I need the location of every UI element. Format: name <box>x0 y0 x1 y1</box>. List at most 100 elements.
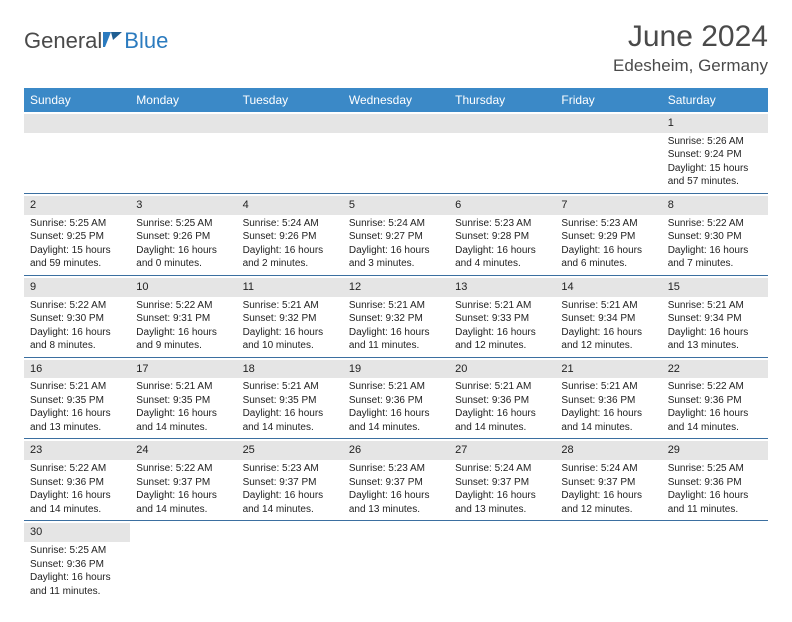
daylight-text: Daylight: 16 hours and 12 minutes. <box>561 489 655 516</box>
day-number: 11 <box>237 278 343 297</box>
month-title: June 2024 <box>613 20 768 54</box>
sunset-text: Sunset: 9:37 PM <box>136 476 230 490</box>
sunrise-text: Sunrise: 5:24 AM <box>349 217 443 231</box>
sunset-text: Sunset: 9:37 PM <box>243 476 337 490</box>
sunset-text: Sunset: 9:37 PM <box>455 476 549 490</box>
daylight-text: Daylight: 16 hours and 13 minutes. <box>30 407 124 434</box>
day-number: 8 <box>662 196 768 215</box>
calendar-cell <box>130 112 236 193</box>
sunrise-text: Sunrise: 5:22 AM <box>668 217 762 231</box>
header: General Blue June 2024 Edesheim, Germany <box>24 20 768 76</box>
sunset-text: Sunset: 9:36 PM <box>349 394 443 408</box>
calendar-cell: 26Sunrise: 5:23 AMSunset: 9:37 PMDayligh… <box>343 439 449 521</box>
sunrise-text: Sunrise: 5:21 AM <box>668 299 762 313</box>
title-block: June 2024 Edesheim, Germany <box>613 20 768 76</box>
sunrise-text: Sunrise: 5:23 AM <box>561 217 655 231</box>
day-number: 10 <box>130 278 236 297</box>
sunrise-text: Sunrise: 5:24 AM <box>455 462 549 476</box>
sunset-text: Sunset: 9:33 PM <box>455 312 549 326</box>
brand-part1: General <box>24 28 102 54</box>
daylight-text: Daylight: 15 hours and 57 minutes. <box>668 162 762 189</box>
day-number: 23 <box>24 441 130 460</box>
calendar-cell: 8Sunrise: 5:22 AMSunset: 9:30 PMDaylight… <box>662 193 768 275</box>
calendar-cell: 3Sunrise: 5:25 AMSunset: 9:26 PMDaylight… <box>130 193 236 275</box>
sunset-text: Sunset: 9:26 PM <box>136 230 230 244</box>
sunset-text: Sunset: 9:30 PM <box>668 230 762 244</box>
day-number: 2 <box>24 196 130 215</box>
daylight-text: Daylight: 16 hours and 13 minutes. <box>668 326 762 353</box>
day-number: 1 <box>662 114 768 133</box>
day-number: 26 <box>343 441 449 460</box>
sunrise-text: Sunrise: 5:21 AM <box>561 380 655 394</box>
calendar-cell: 25Sunrise: 5:23 AMSunset: 9:37 PMDayligh… <box>237 439 343 521</box>
sunrise-text: Sunrise: 5:21 AM <box>30 380 124 394</box>
location: Edesheim, Germany <box>613 56 768 76</box>
calendar-cell <box>449 521 555 602</box>
brand-logo: General Blue <box>24 28 168 54</box>
day-number: 20 <box>449 360 555 379</box>
calendar-cell: 13Sunrise: 5:21 AMSunset: 9:33 PMDayligh… <box>449 275 555 357</box>
sunset-text: Sunset: 9:36 PM <box>668 394 762 408</box>
sunset-text: Sunset: 9:36 PM <box>30 558 124 572</box>
daylight-text: Daylight: 16 hours and 13 minutes. <box>349 489 443 516</box>
day-number: 28 <box>555 441 661 460</box>
calendar-cell <box>343 521 449 602</box>
calendar-cell: 9Sunrise: 5:22 AMSunset: 9:30 PMDaylight… <box>24 275 130 357</box>
calendar-cell: 27Sunrise: 5:24 AMSunset: 9:37 PMDayligh… <box>449 439 555 521</box>
calendar-cell: 30Sunrise: 5:25 AMSunset: 9:36 PMDayligh… <box>24 521 130 602</box>
weekday-header-row: Sunday Monday Tuesday Wednesday Thursday… <box>24 88 768 112</box>
day-number: 4 <box>237 196 343 215</box>
daylight-text: Daylight: 16 hours and 14 minutes. <box>668 407 762 434</box>
calendar-cell: 15Sunrise: 5:21 AMSunset: 9:34 PMDayligh… <box>662 275 768 357</box>
calendar-week-row: 30Sunrise: 5:25 AMSunset: 9:36 PMDayligh… <box>24 521 768 602</box>
calendar-cell: 4Sunrise: 5:24 AMSunset: 9:26 PMDaylight… <box>237 193 343 275</box>
sunrise-text: Sunrise: 5:25 AM <box>30 544 124 558</box>
sunset-text: Sunset: 9:32 PM <box>243 312 337 326</box>
weekday-header: Wednesday <box>343 88 449 112</box>
calendar-cell: 14Sunrise: 5:21 AMSunset: 9:34 PMDayligh… <box>555 275 661 357</box>
day-number: 14 <box>555 278 661 297</box>
calendar-cell: 19Sunrise: 5:21 AMSunset: 9:36 PMDayligh… <box>343 357 449 439</box>
day-number: 15 <box>662 278 768 297</box>
daylight-text: Daylight: 16 hours and 14 minutes. <box>243 407 337 434</box>
calendar-cell <box>130 521 236 602</box>
sunset-text: Sunset: 9:36 PM <box>30 476 124 490</box>
sunset-text: Sunset: 9:32 PM <box>349 312 443 326</box>
sunset-text: Sunset: 9:35 PM <box>136 394 230 408</box>
calendar-cell: 28Sunrise: 5:24 AMSunset: 9:37 PMDayligh… <box>555 439 661 521</box>
calendar-week-row: 2Sunrise: 5:25 AMSunset: 9:25 PMDaylight… <box>24 193 768 275</box>
daylight-text: Daylight: 16 hours and 14 minutes. <box>30 489 124 516</box>
daylight-text: Daylight: 16 hours and 14 minutes. <box>243 489 337 516</box>
calendar-table: Sunday Monday Tuesday Wednesday Thursday… <box>24 88 768 602</box>
daylight-text: Daylight: 16 hours and 11 minutes. <box>668 489 762 516</box>
sunset-text: Sunset: 9:36 PM <box>455 394 549 408</box>
sunset-text: Sunset: 9:31 PM <box>136 312 230 326</box>
sunrise-text: Sunrise: 5:21 AM <box>561 299 655 313</box>
brand-part2: Blue <box>124 28 168 54</box>
day-number: 16 <box>24 360 130 379</box>
calendar-cell: 2Sunrise: 5:25 AMSunset: 9:25 PMDaylight… <box>24 193 130 275</box>
calendar-week-row: 23Sunrise: 5:22 AMSunset: 9:36 PMDayligh… <box>24 439 768 521</box>
day-number: 7 <box>555 196 661 215</box>
calendar-cell <box>555 521 661 602</box>
calendar-cell: 1Sunrise: 5:26 AMSunset: 9:24 PMDaylight… <box>662 112 768 193</box>
day-number: 9 <box>24 278 130 297</box>
day-number: 6 <box>449 196 555 215</box>
sunset-text: Sunset: 9:24 PM <box>668 148 762 162</box>
day-number: 21 <box>555 360 661 379</box>
calendar-cell <box>343 112 449 193</box>
day-number: 29 <box>662 441 768 460</box>
day-number: 22 <box>662 360 768 379</box>
day-number: 18 <box>237 360 343 379</box>
calendar-cell: 17Sunrise: 5:21 AMSunset: 9:35 PMDayligh… <box>130 357 236 439</box>
calendar-cell <box>449 112 555 193</box>
calendar-cell: 12Sunrise: 5:21 AMSunset: 9:32 PMDayligh… <box>343 275 449 357</box>
day-number: 12 <box>343 278 449 297</box>
sunset-text: Sunset: 9:37 PM <box>561 476 655 490</box>
daylight-text: Daylight: 16 hours and 6 minutes. <box>561 244 655 271</box>
day-number: 25 <box>237 441 343 460</box>
daylight-text: Daylight: 16 hours and 10 minutes. <box>243 326 337 353</box>
sunrise-text: Sunrise: 5:25 AM <box>668 462 762 476</box>
sunrise-text: Sunrise: 5:23 AM <box>349 462 443 476</box>
sunset-text: Sunset: 9:25 PM <box>30 230 124 244</box>
